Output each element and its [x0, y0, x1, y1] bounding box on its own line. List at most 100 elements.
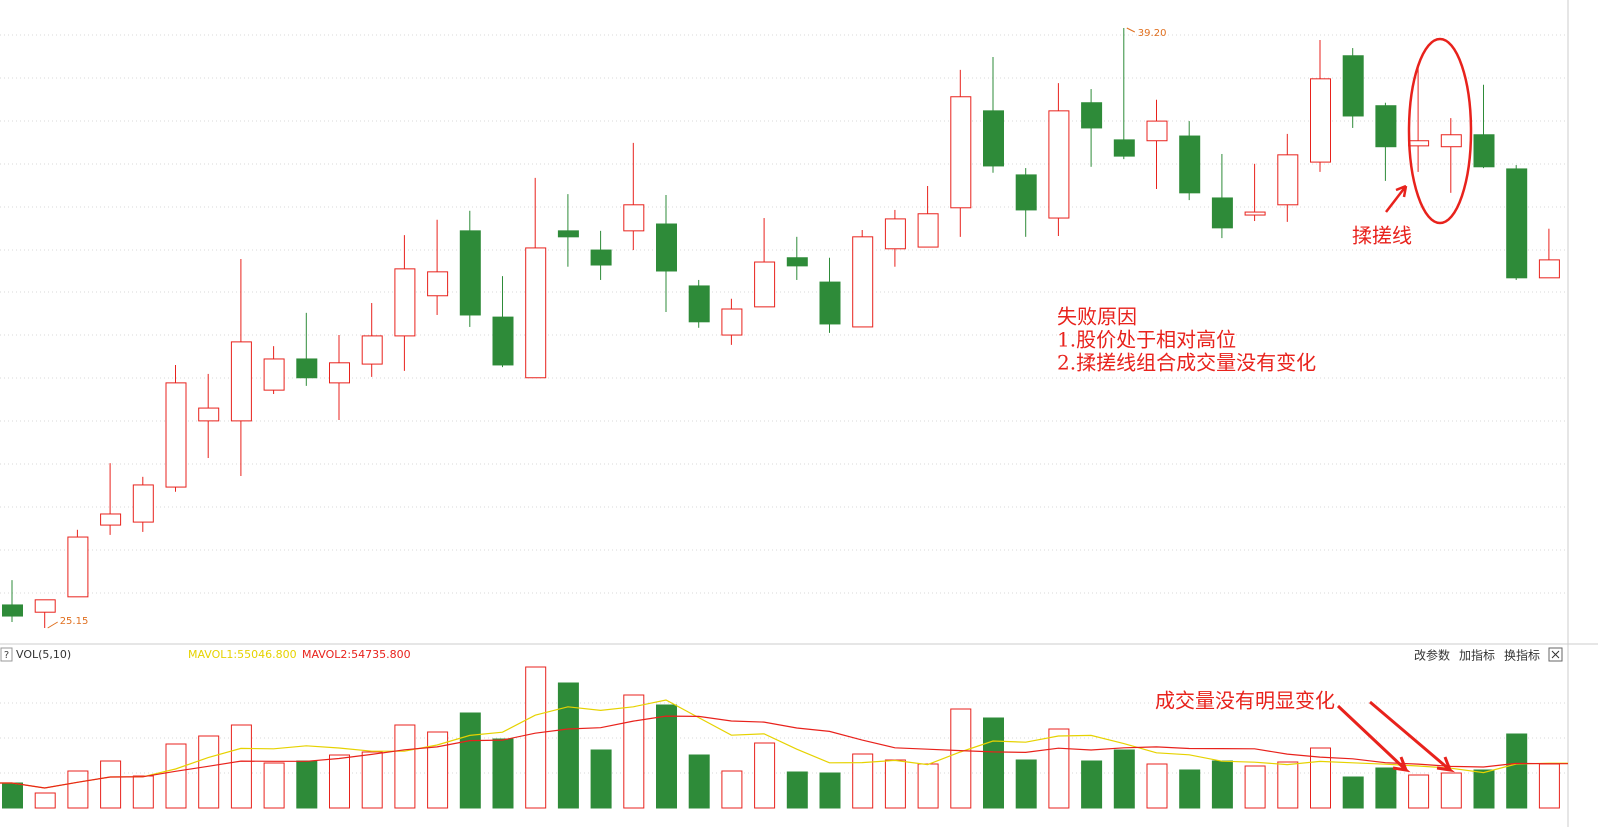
volume-bar	[198, 735, 220, 809]
candle-body	[852, 236, 874, 328]
volume-bar	[1408, 774, 1430, 809]
candle-body	[623, 204, 645, 232]
candle-body	[1113, 139, 1135, 157]
volume-bar	[427, 731, 449, 809]
volume-bar	[917, 763, 939, 809]
candle-body	[1473, 134, 1495, 168]
volume-bar	[852, 753, 874, 809]
volume-bar	[721, 770, 743, 809]
candles: 39.20 25.15	[2, 27, 1560, 629]
candle-body	[557, 230, 579, 238]
volume-bar	[361, 751, 383, 809]
volume-bar	[1244, 765, 1266, 809]
volume-bar	[263, 762, 285, 809]
candle-body	[1538, 259, 1560, 279]
candle-body	[263, 358, 285, 391]
volume-bar	[1310, 747, 1331, 809]
candle-body	[1277, 154, 1299, 206]
candle-body	[67, 536, 89, 598]
volume-bar	[819, 772, 841, 809]
volume-bar	[329, 754, 350, 809]
annotation: 揉搓线	[1352, 224, 1412, 248]
candle-body	[688, 285, 710, 323]
volume-bar	[1277, 761, 1299, 809]
annotation: 成交量没有明显变化	[1155, 689, 1335, 713]
low-label: 25.15	[60, 616, 89, 627]
candle-body	[459, 230, 481, 316]
volume-bar	[688, 754, 710, 809]
volume-bar	[459, 712, 481, 809]
volume-bar	[1211, 760, 1233, 809]
button[interactable]: 改参数	[1414, 648, 1450, 663]
candle-body	[296, 358, 318, 379]
ma-line	[0, 715, 1568, 789]
volume-bar	[230, 724, 252, 809]
volume-bar	[525, 666, 547, 809]
button[interactable]: 换指标	[1504, 648, 1540, 663]
candle-body	[884, 218, 906, 250]
volume-bar	[67, 770, 89, 809]
button[interactable]: 加指标	[1459, 648, 1495, 663]
volume-bar	[394, 724, 416, 809]
candle-body	[361, 335, 383, 365]
help-box[interactable]	[0, 647, 13, 662]
volume-bar	[1146, 763, 1168, 809]
volume-bar	[165, 743, 187, 809]
candle-body	[1342, 55, 1364, 117]
arrow	[1385, 184, 1408, 213]
arrow	[1336, 700, 1456, 773]
volume-bar	[1342, 776, 1364, 809]
volume-bar	[1473, 769, 1495, 809]
volume-bar	[786, 771, 808, 809]
volume-bar	[754, 742, 776, 809]
candle-body	[1081, 102, 1103, 129]
highlight-circle	[1407, 37, 1473, 225]
volume-bar	[1081, 760, 1103, 809]
candle-body	[1310, 78, 1331, 163]
volume-bar	[1048, 728, 1070, 809]
volume-bar	[1440, 772, 1462, 809]
candle-body	[2, 604, 23, 617]
candle-body	[492, 316, 514, 366]
volume-bar	[983, 717, 1004, 809]
candle-body	[819, 281, 841, 325]
annotation: 失败原因	[1057, 305, 1137, 329]
grid	[0, 34, 1568, 774]
ma-line	[0, 699, 1568, 789]
candle-body	[1244, 211, 1266, 216]
candle-body	[786, 257, 808, 267]
close-button[interactable]	[1548, 647, 1563, 662]
volume-bar	[132, 775, 154, 809]
candle-body	[917, 213, 939, 248]
candle-body	[721, 308, 743, 336]
candle-body	[198, 407, 220, 422]
candle-body	[394, 268, 416, 337]
candle-body	[1440, 134, 1462, 148]
pointer	[1126, 27, 1136, 33]
candle-body	[165, 382, 187, 488]
pointer	[47, 621, 58, 629]
candle-body	[132, 484, 154, 523]
volume-bar	[492, 738, 514, 809]
annotation: 2.揉搓线组合成交量没有变化	[1057, 351, 1316, 375]
candle-body	[983, 110, 1004, 167]
candle-body	[1375, 105, 1397, 148]
candle-body	[525, 247, 547, 379]
candle-body	[1179, 135, 1201, 194]
volume-title: VOL(5,10)	[16, 648, 71, 661]
candle-body	[1506, 168, 1528, 279]
volume-bar	[2, 782, 23, 809]
volume-bar	[296, 760, 318, 809]
volume-bar	[1015, 759, 1037, 809]
candle-body	[590, 249, 612, 266]
volume-bar	[1506, 733, 1528, 809]
candle-body	[1408, 140, 1430, 147]
ma-label: MAVOL1:55046.800	[188, 648, 297, 661]
candle-body	[1146, 120, 1168, 142]
volume-bar	[1113, 749, 1135, 809]
candle-body	[656, 223, 677, 272]
help[interactable]: ?	[4, 650, 9, 661]
candle-body	[1015, 174, 1037, 211]
candle-body	[754, 261, 776, 308]
